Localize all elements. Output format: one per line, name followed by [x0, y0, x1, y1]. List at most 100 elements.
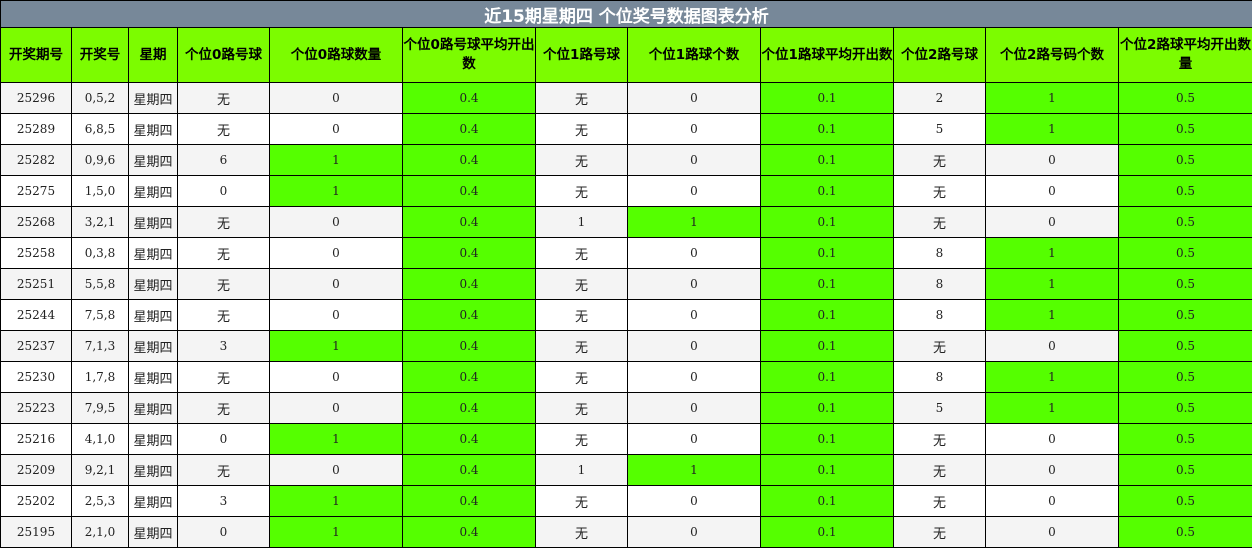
table-cell: 无 — [535, 485, 628, 517]
table-cell: 1 — [985, 299, 1119, 331]
table-cell: 0.5 — [1117, 392, 1252, 424]
table-cell: 星期四 — [128, 330, 178, 362]
table-cell: 0.4 — [402, 268, 536, 300]
table-cell: 0 — [985, 485, 1119, 517]
table-cell: 无 — [535, 113, 628, 145]
table-cell: 7,9,5 — [71, 392, 129, 424]
table-cell: 0 — [269, 454, 403, 486]
table-row: 25230 1,7,8 星期四无 0 0.4 无 0 0.1 8 1 0.5 — [0, 361, 1252, 393]
table-cell: 8 — [893, 361, 986, 393]
table-cell: 6 — [177, 144, 270, 176]
table-cell: 1 — [985, 392, 1119, 424]
table-cell: 0.5 — [1117, 485, 1252, 517]
table-cell: 0.5 — [1117, 330, 1252, 362]
table-row: 25275 1,5,0 星期四 0 1 0.4 无 0 0.1 无 0 0.5 — [0, 175, 1252, 207]
table-cell: 7,1,3 — [71, 330, 129, 362]
table-cell: 0.1 — [760, 361, 894, 393]
table-cell: 0.1 — [760, 237, 894, 269]
table-cell: 2,1,0 — [71, 516, 129, 548]
column-header: 个位0路球数量 — [269, 27, 403, 83]
table-cell: 0.4 — [402, 113, 536, 145]
table-cell: 0 — [627, 423, 761, 455]
table-cell: 星期四 — [128, 485, 178, 517]
table-cell: 1 — [535, 206, 628, 238]
table-cell: 0.4 — [402, 299, 536, 331]
table-cell: 0.1 — [760, 423, 894, 455]
table-cell: 2,5,3 — [71, 485, 129, 517]
table-cell: 0.5 — [1117, 268, 1252, 300]
table-cell: 0 — [269, 206, 403, 238]
table-cell: 1 — [269, 485, 403, 517]
column-header: 个位0路号球 — [177, 27, 270, 83]
table-cell: 5,5,8 — [71, 268, 129, 300]
table-cell: 星期四 — [128, 268, 178, 300]
table-cell: 25251 — [0, 268, 72, 300]
table-row: 25195 2,1,0 星期四 0 1 0.4 无 0 0.1 无 0 0.5 — [0, 516, 1252, 548]
table-cell: 0.5 — [1117, 516, 1252, 548]
table-cell: 无 — [535, 82, 628, 114]
table-cell: 2 — [893, 82, 986, 114]
table-cell: 0.1 — [760, 175, 894, 207]
table-cell: 1 — [985, 361, 1119, 393]
table-cell: 无 — [893, 516, 986, 548]
table-cell: 0.4 — [402, 392, 536, 424]
table-cell: 无 — [535, 361, 628, 393]
table-cell: 无 — [893, 206, 986, 238]
table-row: 25209 9,2,1 星期四无 0 0.4 1 1 0.1 无 0 0.5 — [0, 454, 1252, 486]
column-header: 开奖期号 — [0, 27, 72, 83]
table-row: 25258 0,3,8 星期四无 0 0.4 无 0 0.1 8 1 0.5 — [0, 237, 1252, 269]
table-cell: 0.4 — [402, 361, 536, 393]
table-cell: 0 — [627, 268, 761, 300]
table-cell: 8 — [893, 299, 986, 331]
table-cell: 无 — [177, 454, 270, 486]
table-cell: 1 — [269, 144, 403, 176]
table-cell: 无 — [893, 485, 986, 517]
table-cell: 无 — [535, 516, 628, 548]
table-cell: 25202 — [0, 485, 72, 517]
table-cell: 无 — [177, 299, 270, 331]
column-header: 个位0路号球平均开出数 — [402, 27, 536, 83]
table-cell: 无 — [893, 454, 986, 486]
table-cell: 星期四 — [128, 454, 178, 486]
table-cell: 0.1 — [760, 516, 894, 548]
table-cell: 0 — [985, 330, 1119, 362]
table-cell: 25237 — [0, 330, 72, 362]
table-row: 25268 3,2,1 星期四无 0 0.4 1 1 0.1 无 0 0.5 — [0, 206, 1252, 238]
column-header: 开奖号 — [71, 27, 129, 83]
table-cell: 25209 — [0, 454, 72, 486]
table-cell: 星期四 — [128, 175, 178, 207]
table-cell: 0 — [627, 82, 761, 114]
table-cell: 0 — [177, 516, 270, 548]
table-cell: 0 — [269, 82, 403, 114]
table-cell: 无 — [535, 423, 628, 455]
table-cell: 0.4 — [402, 82, 536, 114]
table-cell: 0 — [627, 392, 761, 424]
column-header: 星期 — [128, 27, 178, 83]
table-cell: 0.1 — [760, 144, 894, 176]
table-cell: 无 — [535, 299, 628, 331]
table-cell: 1,7,8 — [71, 361, 129, 393]
table-cell: 1 — [269, 175, 403, 207]
table-cell: 无 — [177, 82, 270, 114]
table-cell: 0.4 — [402, 206, 536, 238]
table-cell: 无 — [177, 392, 270, 424]
table-cell: 1 — [535, 454, 628, 486]
header-row: 开奖期号 开奖号 星期 个位0路号球 个位0路球数量 个位0路号球平均开出数 个位1路号球 个… — [0, 27, 1252, 83]
table-cell: 3,2,1 — [71, 206, 129, 238]
column-header: 个位2路球平均开出数量 — [1117, 27, 1252, 83]
column-header: 个位2路号球 — [893, 27, 986, 83]
table-cell: 0.4 — [402, 175, 536, 207]
table-cell: 0,9,6 — [71, 144, 129, 176]
table-cell: 星期四 — [128, 113, 178, 145]
table-cell: 25258 — [0, 237, 72, 269]
column-header: 个位1路号球 — [535, 27, 628, 83]
table-cell: 0 — [269, 361, 403, 393]
table-cell: 0 — [627, 175, 761, 207]
table-cell: 星期四 — [128, 237, 178, 269]
table-cell: 25289 — [0, 113, 72, 145]
table-cell: 无 — [535, 392, 628, 424]
table-cell: 0 — [177, 423, 270, 455]
table-cell: 0.1 — [760, 454, 894, 486]
table-cell: 0.1 — [760, 392, 894, 424]
